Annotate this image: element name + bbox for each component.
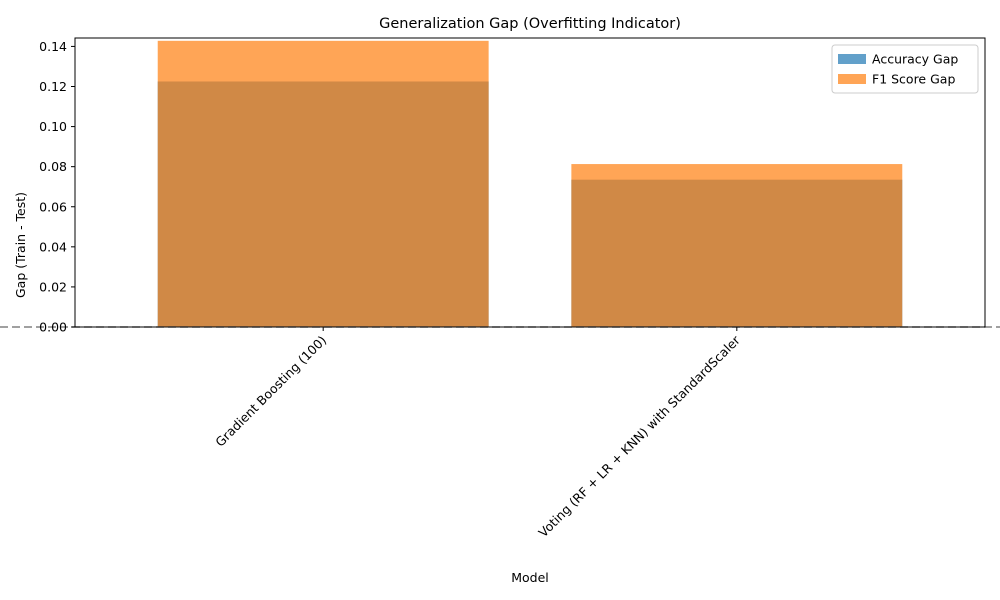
legend-swatch-1 <box>838 74 866 84</box>
chart-title: Generalization Gap (Overfitting Indicato… <box>379 16 681 32</box>
y-tick-label-3: 0.06 <box>39 199 67 214</box>
y-tick-label-5: 0.10 <box>39 119 67 134</box>
y-tick-label-2: 0.04 <box>39 239 67 254</box>
y-tick-label-4: 0.08 <box>39 159 67 174</box>
legend-swatch-0 <box>838 54 866 64</box>
x-axis-label: Model <box>511 570 549 585</box>
y-tick-label-1: 0.02 <box>39 279 67 294</box>
legend: Accuracy Gap F1 Score Gap <box>831 44 979 94</box>
legend-label-0: Accuracy Gap <box>872 52 958 67</box>
legend-box <box>831 44 979 94</box>
legend-label-1: F1 Score Gap <box>872 72 955 87</box>
y-tick-label-0: 0.00 <box>39 320 67 335</box>
bar-1-0 <box>157 40 489 328</box>
y-tick-label-7: 0.14 <box>39 39 67 54</box>
bar-1-1 <box>571 164 903 327</box>
y-axis-label: Gap (Train - Test) <box>13 192 28 298</box>
y-tick-label-6: 0.12 <box>39 79 67 94</box>
axes-frame <box>74 37 986 328</box>
plot-area: 0.000.020.040.060.080.100.120.14Gradient… <box>0 37 1000 540</box>
